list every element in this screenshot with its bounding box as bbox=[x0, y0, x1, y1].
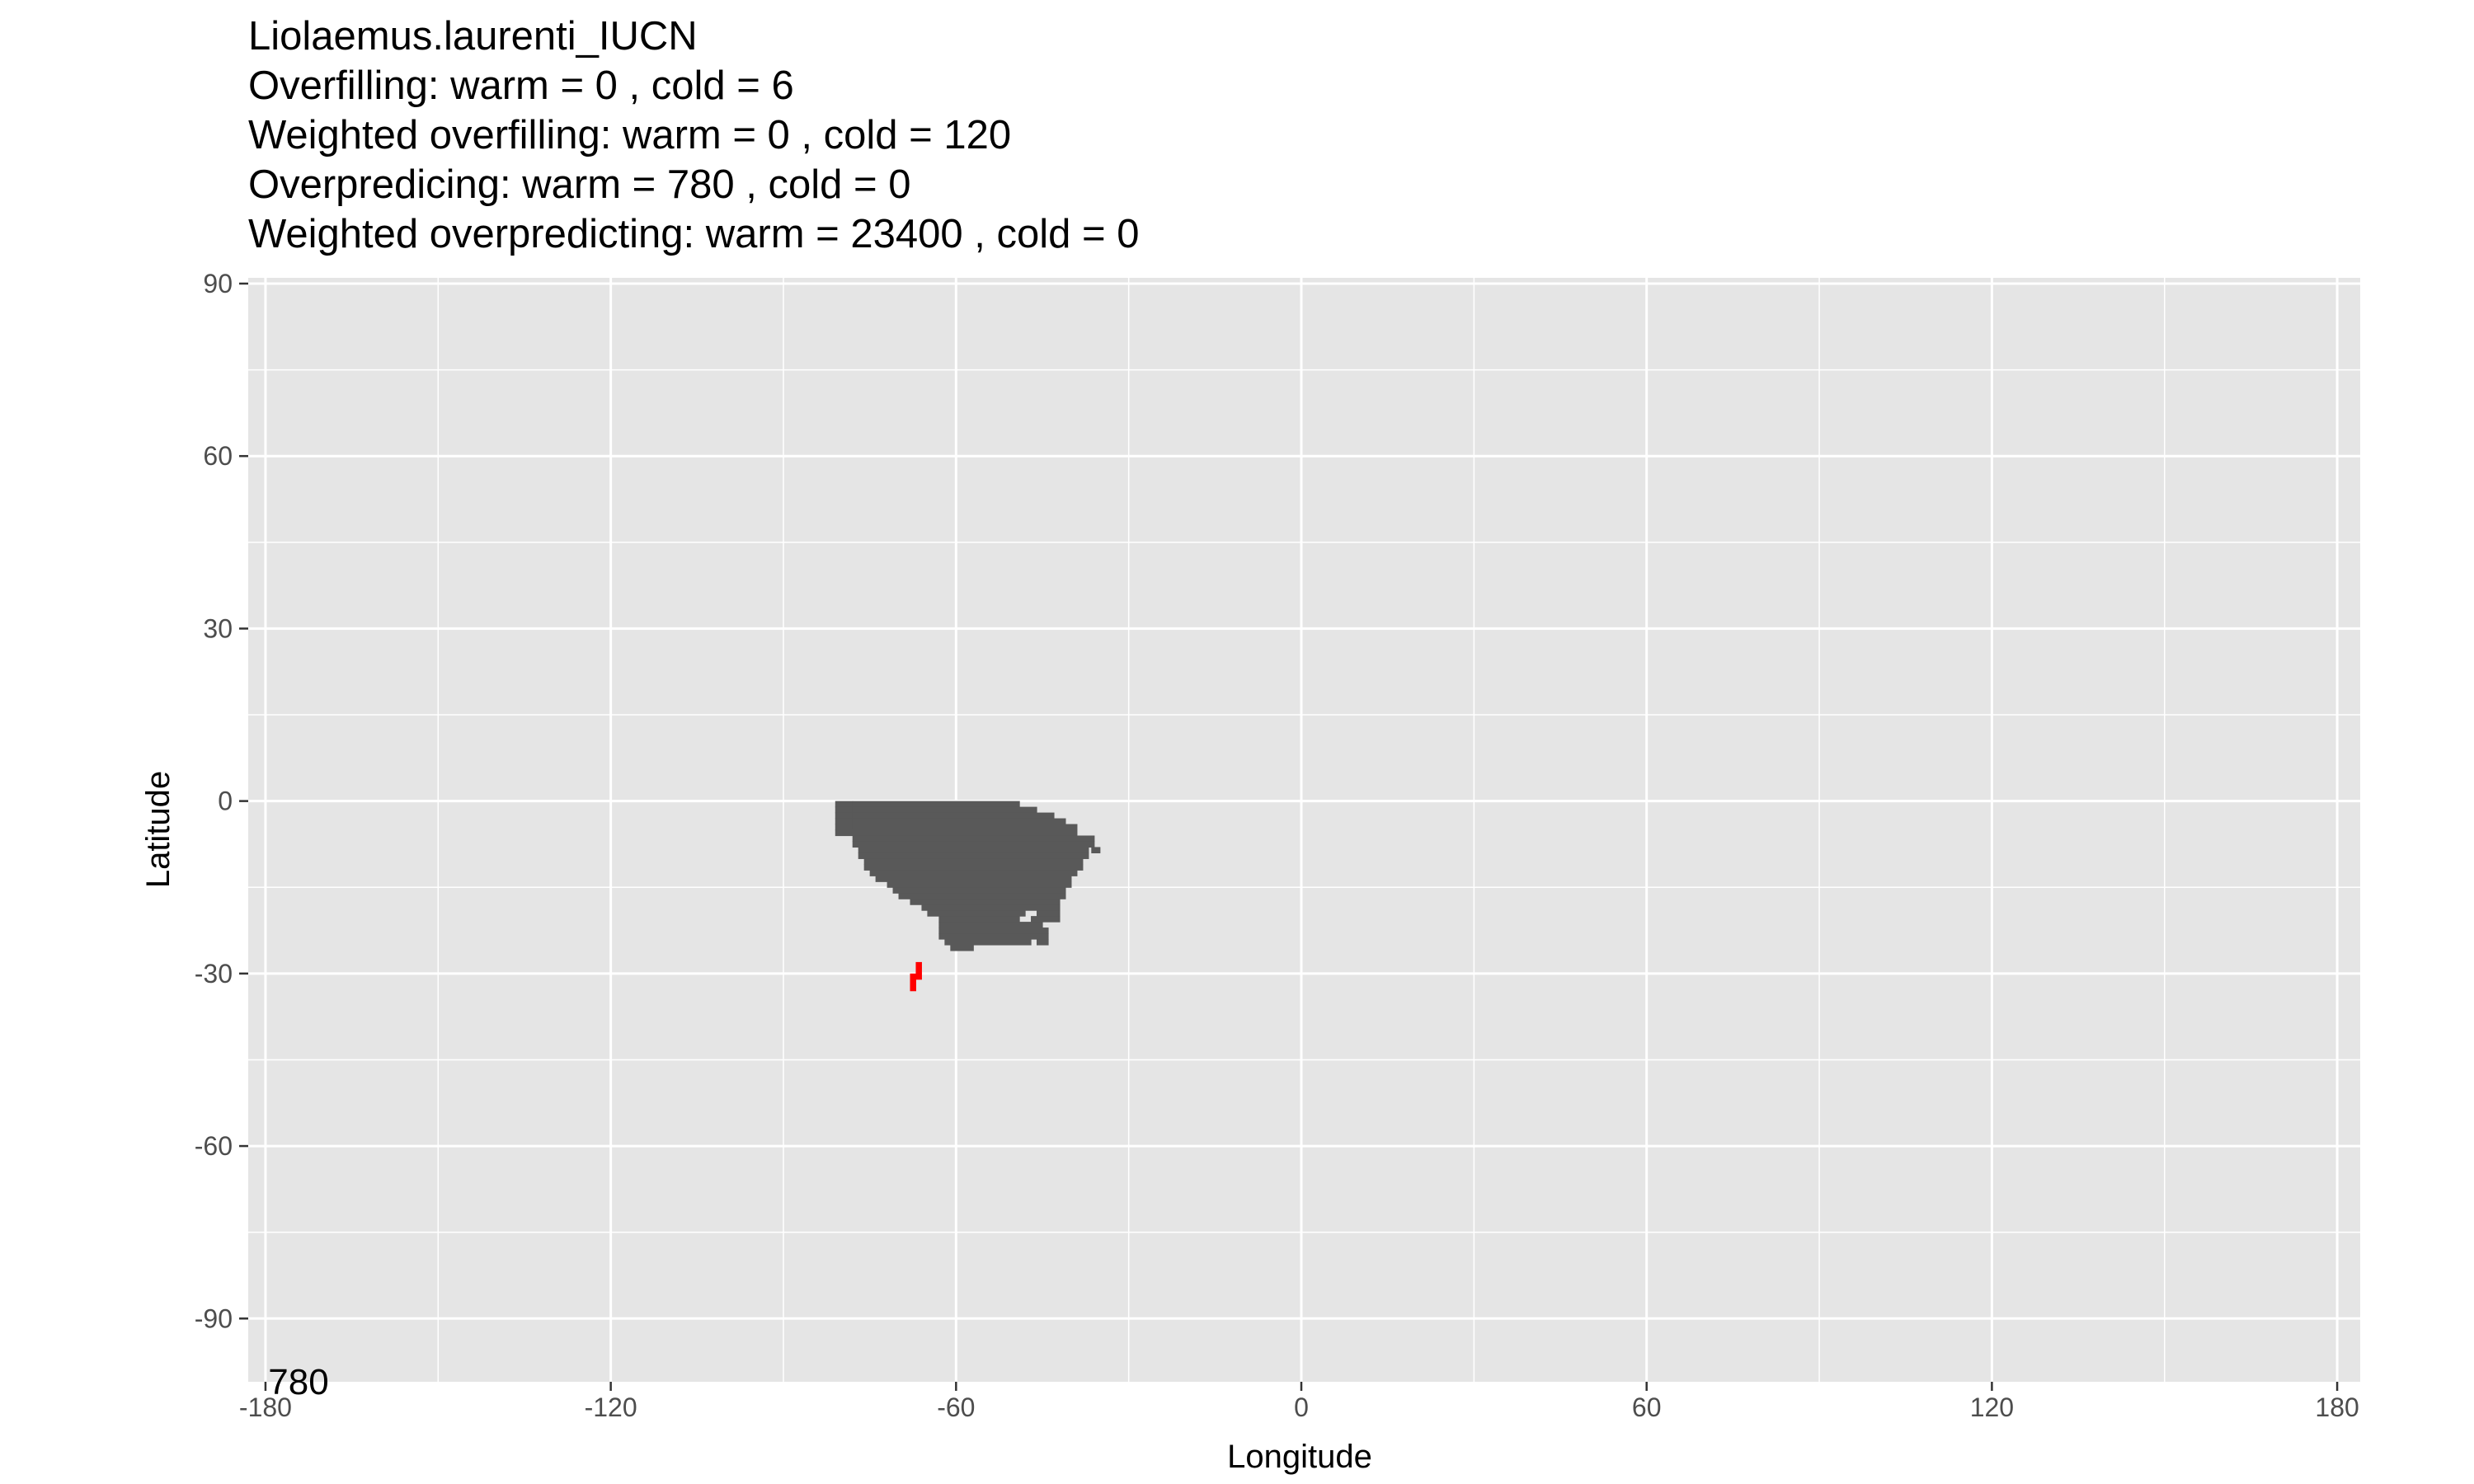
y-tick-label: -60 bbox=[195, 1131, 233, 1161]
predicted-cell bbox=[1037, 939, 1049, 946]
predicted-cell bbox=[1031, 916, 1061, 923]
predicted-cell bbox=[875, 876, 1072, 882]
predicted-cell bbox=[852, 818, 1066, 825]
predicted-cell bbox=[835, 824, 854, 831]
predicted-cell bbox=[921, 904, 1061, 911]
x-tick-label: 120 bbox=[1970, 1392, 2014, 1422]
title-line-4: Overpredicing: warm = 780 , cold = 0 bbox=[248, 162, 910, 207]
predicted-cell bbox=[852, 824, 1078, 831]
overfilled-cell bbox=[915, 973, 922, 980]
predicted-cell bbox=[938, 933, 1049, 940]
predicted-cell bbox=[835, 818, 854, 825]
predicted-cell bbox=[927, 910, 1026, 917]
x-tick-label: -120 bbox=[585, 1392, 637, 1422]
overfilled-cells bbox=[910, 961, 922, 992]
predicted-cell bbox=[858, 847, 1089, 853]
x-axis-title: Longitude bbox=[1227, 1439, 1372, 1475]
x-tick-label: -60 bbox=[937, 1392, 975, 1422]
predicted-cell bbox=[863, 864, 1084, 871]
predicted-cell bbox=[852, 841, 1095, 848]
title-line-3: Weighted overfilling: warm = 0 , cold = … bbox=[248, 113, 1011, 157]
title-line-5: Weighted overpredicting: warm = 23400 , … bbox=[248, 212, 1139, 256]
y-axis: -90 -60 -30 0 30 60 90 bbox=[195, 269, 248, 1333]
chart-title: Liolaemus.laurenti_IUCN Overfilling: war… bbox=[248, 14, 1139, 256]
predicted-cell bbox=[835, 829, 1078, 837]
x-tick-label: 0 bbox=[1294, 1392, 1309, 1422]
x-axis: -180 -120 -60 0 60 120 180 bbox=[239, 1382, 2359, 1422]
predicted-cell bbox=[852, 812, 1055, 819]
predicted-cell bbox=[950, 944, 974, 951]
predicted-cell bbox=[852, 806, 1037, 814]
title-line-1: Liolaemus.laurenti_IUCN bbox=[248, 14, 698, 59]
grid bbox=[248, 278, 2360, 1382]
plot-panel bbox=[248, 278, 2360, 1382]
predicted-cell bbox=[835, 806, 854, 814]
predicted-cell bbox=[887, 881, 1072, 888]
overfilled-cell bbox=[915, 967, 922, 974]
y-tick-label: 90 bbox=[203, 269, 233, 298]
x-tick-label: 60 bbox=[1632, 1392, 1662, 1422]
predicted-cell bbox=[892, 887, 1066, 894]
predicted-cell bbox=[835, 801, 854, 808]
predicted-cell bbox=[1091, 847, 1101, 853]
predicted-cell bbox=[835, 812, 854, 819]
predicted-cell bbox=[852, 835, 1095, 843]
predicted-cell bbox=[852, 801, 1020, 808]
predicted-cell bbox=[869, 870, 1078, 876]
predicted-cell bbox=[858, 852, 1089, 859]
predicted-cell bbox=[938, 928, 1049, 934]
predicted-cell bbox=[1037, 910, 1061, 917]
y-tick-label: 0 bbox=[218, 787, 233, 816]
predicted-cell bbox=[898, 893, 1066, 899]
corner-annotation: 780 bbox=[268, 1362, 328, 1402]
predicted-cell bbox=[938, 916, 1020, 923]
y-tick-label: 60 bbox=[203, 441, 233, 471]
overfilled-cell bbox=[910, 973, 916, 980]
overfilled-cell bbox=[910, 984, 916, 992]
x-tick-label: 180 bbox=[2315, 1392, 2359, 1422]
y-tick-label: -90 bbox=[195, 1303, 233, 1333]
predicted-cell bbox=[863, 858, 1084, 865]
y-axis-title: Latitude bbox=[140, 771, 176, 888]
x-tick-label: -180 bbox=[239, 1392, 292, 1422]
predicted-range bbox=[835, 801, 1101, 951]
y-tick-label: 30 bbox=[203, 613, 233, 643]
y-tick-label: -30 bbox=[195, 959, 233, 989]
predicted-cell bbox=[938, 922, 1043, 928]
predicted-cell bbox=[910, 899, 1061, 905]
overfilled-cell bbox=[915, 961, 922, 969]
title-line-2: Overfilling: warm = 0 , cold = 6 bbox=[248, 63, 794, 108]
overfilled-cell bbox=[910, 979, 916, 986]
predicted-cell bbox=[944, 939, 1032, 946]
